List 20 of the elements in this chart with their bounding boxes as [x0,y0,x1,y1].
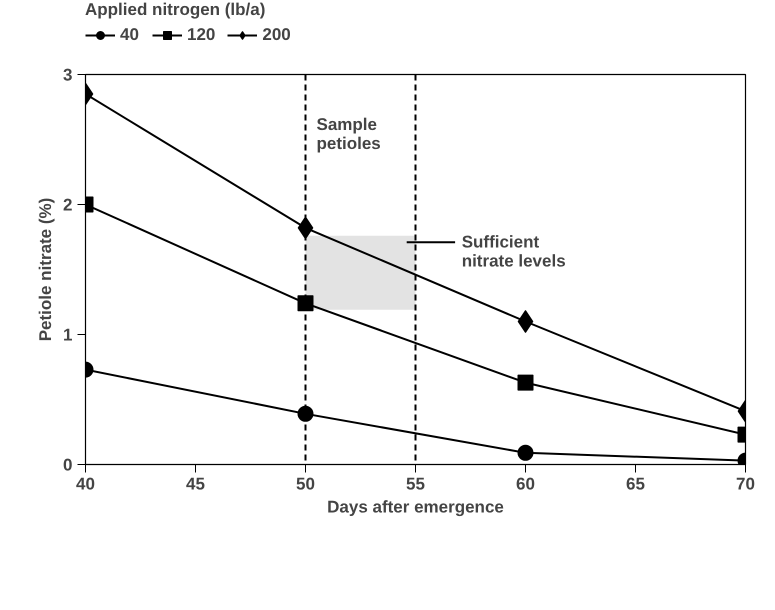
x-tick-label: 70 [736,474,755,494]
legend-label: 120 [187,25,216,45]
band-label: Sufficient nitrate levels [462,232,566,271]
x-tick-label: 65 [626,474,645,494]
y-tick-label: 1 [63,326,73,344]
legend-label: 200 [262,25,291,45]
x-tick-label: 45 [186,474,205,494]
legend-title: Applied nitrogen (lb/a) [85,0,266,20]
y-axis-title: Petiole nitrate (%) [36,198,56,342]
x-axis-title: Days after emergence [327,498,504,516]
x-tick-label: 55 [406,474,425,494]
x-tick-label: 60 [516,474,535,494]
ref-line-label: Sample petioles [316,115,381,153]
x-tick-label: 40 [76,474,95,494]
x-tick-label: 50 [296,474,315,494]
y-tick-label: 3 [63,66,73,84]
y-tick-label: 2 [63,196,73,214]
y-tick-label: 0 [63,456,73,474]
point [518,444,534,461]
legend-label: 40 [120,25,140,45]
